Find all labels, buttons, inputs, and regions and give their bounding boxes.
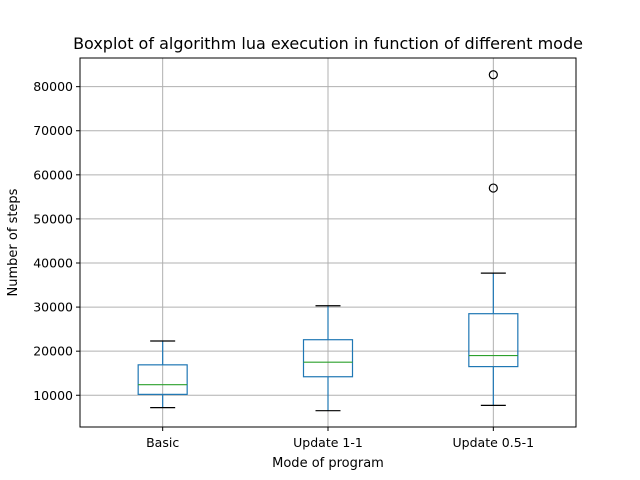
chart-title: Boxplot of algorithm lua execution in fu…: [73, 34, 583, 53]
box-layer: [137, 70, 519, 412]
outlier-point: [488, 70, 498, 80]
outlier-point: [488, 183, 498, 193]
y-tick-label: 30000: [33, 300, 73, 315]
y-tick-label: 10000: [33, 388, 73, 403]
box-group: [468, 70, 519, 406]
box-group: [302, 305, 354, 412]
x-tick-label: Basic: [146, 435, 179, 450]
y-tick-label: 70000: [33, 123, 73, 138]
y-tick-label: 60000: [33, 167, 73, 182]
tick-layer: 10000 20000 30000 40000 50000 60000 70000 80000…: [33, 79, 534, 450]
box-group: [137, 340, 188, 409]
x-axis-label: Mode of program: [272, 456, 384, 471]
y-tick-label: 80000: [33, 79, 73, 94]
y-axis-label: Number of steps: [6, 188, 21, 296]
x-tick-label: Update 0.5-1: [453, 435, 535, 450]
box-iqr: [302, 339, 354, 378]
x-tick-label: Update 1-1: [293, 435, 363, 450]
y-tick-label: 40000: [33, 256, 73, 271]
y-tick-label: 50000: [33, 211, 73, 226]
box-iqr: [468, 313, 519, 368]
box-iqr: [137, 364, 188, 395]
y-tick-label: 20000: [33, 344, 73, 359]
grid-layer: [80, 58, 576, 427]
